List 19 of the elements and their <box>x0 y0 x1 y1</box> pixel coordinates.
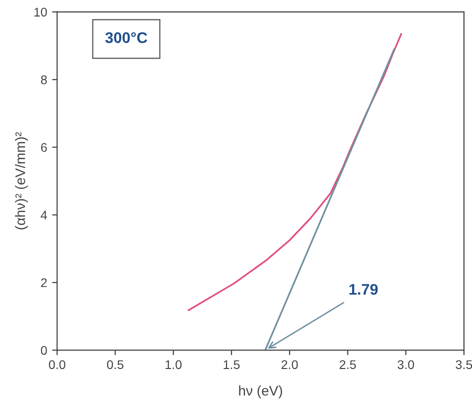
x-tick-label: 0.5 <box>107 360 124 370</box>
annotation: 300°C <box>105 32 148 44</box>
y-tick-label: 2 <box>41 278 47 288</box>
x-tick-label: 3.0 <box>398 360 414 370</box>
y-tick-label: 10 <box>34 8 47 17</box>
y-axis-title: (αhν)² (eV/mm)² <box>14 132 28 230</box>
line-series <box>188 33 402 312</box>
x-tick-label: 0.0 <box>48 360 66 370</box>
y-tick-label: 4 <box>40 210 48 220</box>
x-tick-label: 3.5 <box>456 360 472 370</box>
annotation: 1.79 <box>349 284 378 295</box>
x-axis-title: hν (eV) <box>239 385 282 398</box>
x-tick-label: 2.5 <box>340 360 356 370</box>
x-tick-label: 1.5 <box>224 360 240 370</box>
y-tick-label: 6 <box>41 143 47 152</box>
y-tick-label: 0 <box>40 346 47 355</box>
y-tick-label: 8 <box>40 75 47 84</box>
x-tick-label: 2.0 <box>282 360 298 370</box>
x-tick-label: 1.0 <box>166 360 182 370</box>
